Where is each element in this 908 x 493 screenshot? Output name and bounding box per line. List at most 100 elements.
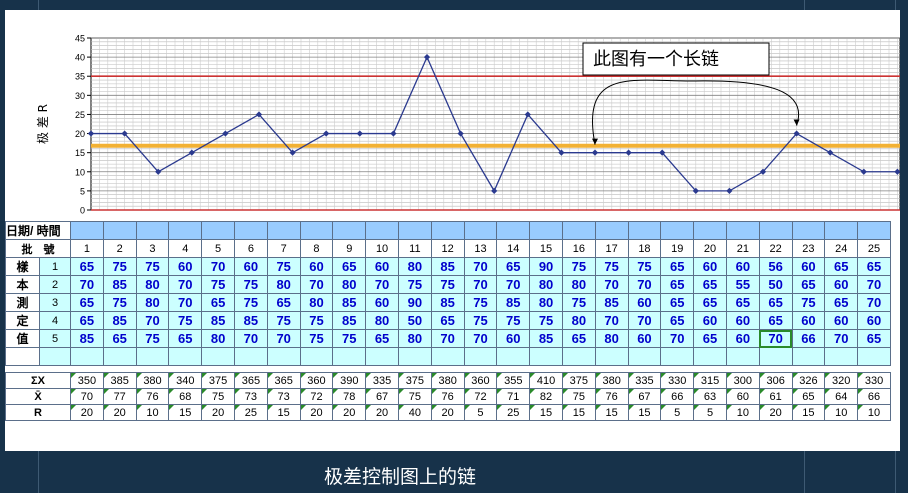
range-value-cell[interactable]: 20 <box>332 404 367 421</box>
date-cell[interactable] <box>725 221 760 240</box>
sample-value-cell[interactable]: 75 <box>529 311 563 330</box>
range-value-cell[interactable]: 10 <box>857 404 891 421</box>
sample-value-cell-empty[interactable] <box>168 347 203 366</box>
sample-value-cell[interactable]: 80 <box>397 329 432 348</box>
sample-value-cell[interactable]: 60 <box>365 257 399 276</box>
range-value-cell[interactable]: 15 <box>561 404 596 421</box>
sample-value-cell[interactable]: 60 <box>627 329 662 348</box>
date-time-header[interactable]: 日期/ 時間 <box>5 221 71 240</box>
sample-value-cell[interactable]: 60 <box>693 257 727 276</box>
sample-value-cell[interactable]: 65 <box>102 329 137 348</box>
sample-value-cell-empty[interactable] <box>857 347 891 366</box>
sample-value-cell[interactable]: 65 <box>168 329 203 348</box>
sample-index-cell[interactable]: 2 <box>39 275 71 294</box>
sample-value-cell-empty[interactable] <box>693 347 727 366</box>
date-cell[interactable] <box>397 221 432 240</box>
sample-value-cell[interactable]: 65 <box>266 293 301 312</box>
sample-value-cell[interactable]: 70 <box>824 329 859 348</box>
sample-value-cell[interactable]: 85 <box>594 293 629 312</box>
range-value-cell[interactable]: 20 <box>102 404 137 421</box>
sample-value-cell[interactable]: 85 <box>102 275 137 294</box>
date-cell[interactable] <box>233 221 268 240</box>
sample-value-cell[interactable]: 80 <box>201 329 235 348</box>
range-value-cell[interactable]: 20 <box>201 404 235 421</box>
mean-value-cell[interactable]: 67 <box>365 388 399 405</box>
sample-value-cell[interactable]: 65 <box>693 293 727 312</box>
sample-value-cell-empty[interactable] <box>397 347 432 366</box>
range-value-cell[interactable]: 10 <box>824 404 859 421</box>
sample-value-cell-empty[interactable] <box>299 347 334 366</box>
mean-value-cell[interactable]: 65 <box>791 388 826 405</box>
sample-value-cell[interactable]: 60 <box>725 329 760 348</box>
range-value-cell[interactable]: 5 <box>463 404 498 421</box>
sample-value-cell-empty[interactable] <box>135 347 170 366</box>
sample-value-cell-empty[interactable] <box>430 347 465 366</box>
sample-value-cell[interactable]: 80 <box>266 275 301 294</box>
sample-value-cell-empty[interactable] <box>758 347 793 366</box>
sample-value-cell[interactable]: 85 <box>430 257 465 276</box>
range-value-cell[interactable]: 20 <box>430 404 465 421</box>
batch-number-cell[interactable]: 25 <box>857 239 891 258</box>
sample-value-cell[interactable]: 85 <box>332 311 367 330</box>
sample-value-cell[interactable]: 70 <box>857 293 891 312</box>
range-value-cell[interactable]: 20 <box>365 404 399 421</box>
range-value-cell[interactable]: 25 <box>233 404 268 421</box>
sum-value-cell[interactable]: 385 <box>102 372 137 389</box>
mean-value-cell[interactable]: 75 <box>561 388 596 405</box>
sample-value-cell-empty[interactable] <box>561 347 596 366</box>
sample-value-cell[interactable]: 65 <box>824 257 859 276</box>
batch-number-cell[interactable]: 16 <box>561 239 596 258</box>
mean-value-cell[interactable]: 72 <box>299 388 334 405</box>
sample-value-cell[interactable]: 65 <box>857 329 891 348</box>
sample-value-cell-empty[interactable] <box>627 347 662 366</box>
date-cell[interactable] <box>627 221 662 240</box>
sample-value-cell[interactable]: 80 <box>529 293 563 312</box>
sample-value-cell[interactable]: 75 <box>299 329 334 348</box>
sample-value-cell[interactable]: 65 <box>70 293 104 312</box>
range-value-cell[interactable]: 5 <box>660 404 695 421</box>
sample-value-cell[interactable]: 60 <box>824 275 859 294</box>
sample-value-cell[interactable]: 85 <box>496 293 531 312</box>
sample-label-blank[interactable] <box>5 347 40 366</box>
sample-value-cell[interactable]: 66 <box>791 329 826 348</box>
sample-value-cell[interactable]: 56 <box>758 257 793 276</box>
mean-value-cell[interactable]: 70 <box>70 388 104 405</box>
sample-value-cell-empty[interactable] <box>824 347 859 366</box>
sum-value-cell[interactable]: 410 <box>529 372 563 389</box>
sample-value-cell[interactable]: 75 <box>332 329 367 348</box>
mean-value-cell[interactable]: 72 <box>463 388 498 405</box>
range-value-cell[interactable]: 15 <box>266 404 301 421</box>
mean-value-cell[interactable]: 66 <box>857 388 891 405</box>
sample-value-cell[interactable]: 60 <box>233 257 268 276</box>
sum-value-cell[interactable]: 330 <box>857 372 891 389</box>
sample-value-cell[interactable]: 85 <box>102 311 137 330</box>
sample-value-cell[interactable]: 70 <box>299 275 334 294</box>
sample-value-cell[interactable]: 75 <box>463 311 498 330</box>
batch-number-cell[interactable]: 14 <box>496 239 531 258</box>
date-cell[interactable] <box>693 221 727 240</box>
sample-value-cell[interactable]: 70 <box>496 275 531 294</box>
sample-value-cell[interactable]: 85 <box>332 293 367 312</box>
sample-value-cell-empty[interactable] <box>70 347 104 366</box>
mean-value-cell[interactable]: 71 <box>496 388 531 405</box>
batch-number-cell[interactable]: 13 <box>463 239 498 258</box>
sample-value-cell[interactable]: 60 <box>791 257 826 276</box>
date-cell[interactable] <box>168 221 203 240</box>
sample-value-cell[interactable]: 65 <box>430 311 465 330</box>
sample-value-cell[interactable]: 65 <box>660 311 695 330</box>
sample-value-cell[interactable]: 65 <box>496 257 531 276</box>
sample-value-cell[interactable]: 50 <box>758 275 793 294</box>
sample-value-cell-empty[interactable] <box>463 347 498 366</box>
sample-value-cell-empty[interactable] <box>791 347 826 366</box>
date-cell[interactable] <box>660 221 695 240</box>
date-cell[interactable] <box>102 221 137 240</box>
mean-value-cell[interactable]: 82 <box>529 388 563 405</box>
sample-value-cell[interactable]: 75 <box>627 257 662 276</box>
batch-number-cell[interactable]: 21 <box>725 239 760 258</box>
date-cell[interactable] <box>529 221 563 240</box>
sample-value-cell[interactable]: 70 <box>463 275 498 294</box>
sum-value-cell[interactable]: 365 <box>233 372 268 389</box>
sample-value-cell[interactable]: 75 <box>561 257 596 276</box>
sample-value-cell[interactable]: 60 <box>725 257 760 276</box>
sample-label-char[interactable]: 本 <box>5 275 40 294</box>
